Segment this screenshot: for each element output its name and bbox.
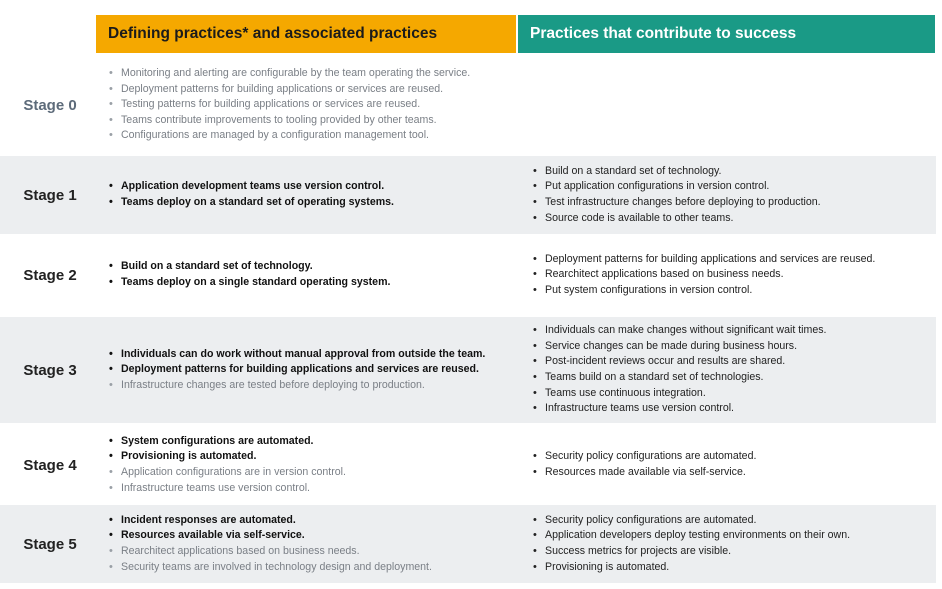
stage-row-2: Stage 2 Build on a standard set of techn… <box>0 236 936 314</box>
list-item: Security policy configurations are autom… <box>532 449 936 465</box>
list-item: Resources made available via self-servic… <box>532 465 936 481</box>
contributing-practices-cell: Security policy configurations are autom… <box>520 426 936 504</box>
list-item: Application configurations are in versio… <box>108 465 520 481</box>
table-header: Defining practices* and associated pract… <box>96 15 935 53</box>
associated-practices-list: Monitoring and alerting are configurable… <box>108 66 520 144</box>
list-item: Post-incident reviews occur and results … <box>532 354 936 370</box>
defining-practices-list: Build on a standard set of technology. T… <box>108 259 520 290</box>
contributing-practices-list: Build on a standard set of technology. P… <box>532 164 936 226</box>
list-item: Service changes can be made during busin… <box>532 339 936 355</box>
defining-practices-list: Individuals can do work without manual a… <box>108 347 520 394</box>
list-item: Teams build on a standard set of technol… <box>532 370 936 386</box>
defining-practices-cell: System configurations are automated. Pro… <box>100 426 520 504</box>
stage-label: Stage 5 <box>23 535 77 553</box>
list-item: Deployment patterns for building applica… <box>532 252 936 268</box>
stage-label: Stage 3 <box>23 361 77 379</box>
contributing-practices-list: Security policy configurations are autom… <box>532 513 936 575</box>
stage-row-4: Stage 4 System configurations are automa… <box>0 426 936 504</box>
list-item: Configurations are managed by a configur… <box>108 128 520 144</box>
header-contributing-practices: Practices that contribute to success <box>516 15 935 53</box>
list-item: Individuals can do work without manual a… <box>108 347 520 363</box>
contributing-practices-list: Security policy configurations are autom… <box>532 449 936 480</box>
list-item: Infrastructure teams use version control… <box>532 401 936 417</box>
list-item: System configurations are automated. <box>108 434 520 450</box>
contributing-practices-cell: Individuals can make changes without sig… <box>520 317 936 423</box>
list-item: Application development teams use versio… <box>108 179 520 195</box>
list-item: Individuals can make changes without sig… <box>532 323 936 339</box>
list-item: Security teams are involved in technolog… <box>108 560 520 576</box>
list-item: Rearchitect applications based on busine… <box>532 267 936 283</box>
defining-practices-list: Incident responses are automated. Resour… <box>108 513 520 575</box>
list-item: Build on a standard set of technology. <box>532 164 936 180</box>
defining-practices-cell: Individuals can do work without manual a… <box>100 317 520 423</box>
list-item: Infrastructure teams use version control… <box>108 481 520 497</box>
stage-row-3: Stage 3 Individuals can do work without … <box>0 317 936 423</box>
stage-label: Stage 0 <box>23 96 77 114</box>
stage-row-1: Stage 1 Application development teams us… <box>0 156 936 234</box>
list-item: Testing patterns for building applicatio… <box>108 97 520 113</box>
stage-label: Stage 1 <box>23 186 77 204</box>
list-item: Provisioning is automated. <box>532 560 936 576</box>
list-item: Deployment patterns for building applica… <box>108 362 520 378</box>
list-item: Infrastructure changes are tested before… <box>108 378 520 394</box>
list-item: Incident responses are automated. <box>108 513 520 529</box>
header-defining-practices: Defining practices* and associated pract… <box>96 15 516 53</box>
defining-practices-cell: Incident responses are automated. Resour… <box>100 505 520 583</box>
list-item: Put application configurations in versio… <box>532 179 936 195</box>
list-item: Teams deploy on a single standard operat… <box>108 275 520 291</box>
list-item: Test infrastructure changes before deplo… <box>532 195 936 211</box>
list-item: Success metrics for projects are visible… <box>532 544 936 560</box>
defining-practices-cell: Application development teams use versio… <box>100 156 520 234</box>
list-item: Teams deploy on a standard set of operat… <box>108 195 520 211</box>
list-item: Monitoring and alerting are configurable… <box>108 66 520 82</box>
contributing-practices-cell: Security policy configurations are autom… <box>520 505 936 583</box>
contributing-practices-cell: Build on a standard set of technology. P… <box>520 156 936 234</box>
defining-practices-cell: Build on a standard set of technology. T… <box>100 236 520 314</box>
defining-practices-list: System configurations are automated. Pro… <box>108 434 520 496</box>
list-item: Deployment patterns for building applica… <box>108 82 520 98</box>
defining-practices-list: Application development teams use versio… <box>108 179 520 210</box>
defining-practices-cell: Monitoring and alerting are configurable… <box>100 58 520 152</box>
contributing-practices-list: Individuals can make changes without sig… <box>532 323 936 417</box>
stage-row-5: Stage 5 Incident responses are automated… <box>0 505 936 583</box>
list-item: Build on a standard set of technology. <box>108 259 520 275</box>
list-item: Security policy configurations are autom… <box>532 513 936 529</box>
list-item: Teams contribute improvements to tooling… <box>108 113 520 129</box>
list-item: Teams use continuous integration. <box>532 386 936 402</box>
contributing-practices-list: Deployment patterns for building applica… <box>532 252 936 299</box>
stage-label: Stage 2 <box>23 266 77 284</box>
list-item: Application developers deploy testing en… <box>532 528 936 544</box>
list-item: Provisioning is automated. <box>108 449 520 465</box>
list-item: Put system configurations in version con… <box>532 283 936 299</box>
contributing-practices-cell <box>520 58 936 152</box>
list-item: Rearchitect applications based on busine… <box>108 544 520 560</box>
stage-label: Stage 4 <box>23 456 77 474</box>
contributing-practices-cell: Deployment patterns for building applica… <box>520 236 936 314</box>
stage-row-0: Stage 0 Monitoring and alerting are conf… <box>0 58 936 152</box>
list-item: Source code is available to other teams. <box>532 211 936 227</box>
list-item: Resources available via self-service. <box>108 528 520 544</box>
